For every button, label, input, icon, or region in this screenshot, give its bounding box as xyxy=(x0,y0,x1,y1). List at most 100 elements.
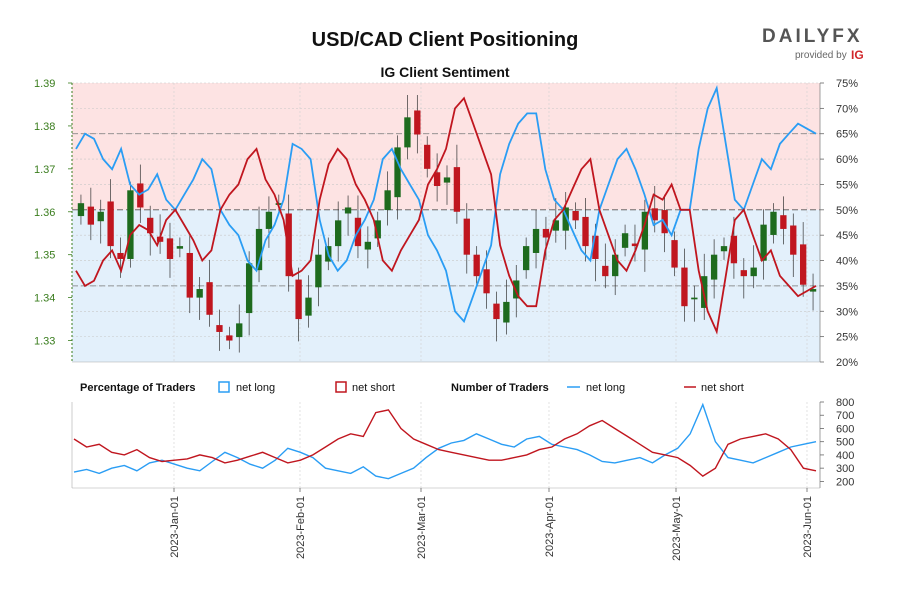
candle-body xyxy=(592,235,599,259)
x-tick-label: 2023-Jun-01 xyxy=(802,496,814,558)
series-net-short-pct xyxy=(75,96,817,335)
candle-body xyxy=(651,208,658,221)
right-tick-label: 70% xyxy=(836,103,858,115)
candle-body xyxy=(285,213,292,277)
logo-brand: IG xyxy=(851,48,864,62)
legend-pct-long-label: net long xyxy=(236,382,275,394)
x-tick-label: 2023-Mar-01 xyxy=(416,496,428,559)
dailyfx-logo: DAILYFX provided by IG xyxy=(762,26,864,62)
x-tick-label: 2023-Feb-01 xyxy=(295,496,307,559)
legend-pct-heading: Percentage of Traders xyxy=(80,382,196,394)
candle-body xyxy=(404,117,411,148)
lower-right-tick-label: 600 xyxy=(836,423,854,435)
candle-body xyxy=(612,254,619,277)
candle-body xyxy=(196,289,203,298)
left-tick-label: 1.33 xyxy=(34,336,55,348)
right-tick-label: 40% xyxy=(836,256,858,268)
candle-body xyxy=(740,270,747,277)
chart-subtitle: IG Client Sentiment xyxy=(380,64,509,80)
right-tick-label: 60% xyxy=(836,154,858,166)
candle-body xyxy=(147,217,154,234)
right-tick-label: 20% xyxy=(836,357,858,369)
candle-body xyxy=(483,269,490,294)
lower-right-tick-label: 800 xyxy=(836,397,854,409)
candle-body xyxy=(315,254,322,288)
candle-body xyxy=(137,183,144,208)
candle-body xyxy=(206,282,213,315)
x-tick-label: 2023-Jan-01 xyxy=(169,496,181,558)
series-net-long-count xyxy=(73,402,817,480)
left-tick-label: 1.36 xyxy=(34,207,55,219)
candle-body xyxy=(364,241,372,250)
candle-body xyxy=(780,215,787,229)
logo-provided-by: provided by xyxy=(795,50,847,61)
candle-body xyxy=(770,211,777,235)
legend: Percentage of Traders net long net short… xyxy=(80,381,744,394)
legend-num-long-label: net long xyxy=(586,382,625,394)
upper-panel: 1.33 1.34 1.35 1.36 1.37 1.38 1.39 20% 25% 30% 35%… xyxy=(34,78,858,369)
candle-body xyxy=(236,323,243,338)
legend-pct-short-swatch xyxy=(335,381,347,393)
right-tick-label: 65% xyxy=(836,129,858,141)
candle-body xyxy=(621,233,629,248)
right-tick-label: 25% xyxy=(836,332,858,344)
candle-body xyxy=(245,263,253,314)
lower-right-tick-label: 300 xyxy=(836,463,854,475)
candle-body xyxy=(710,254,718,280)
lower-right-tick-label: 200 xyxy=(836,476,854,488)
candle-body xyxy=(522,246,530,271)
candle-body xyxy=(255,228,263,271)
candle-body xyxy=(384,190,391,211)
candle-body xyxy=(295,279,302,320)
candle-body xyxy=(374,220,381,239)
candle-body xyxy=(493,303,500,320)
candle-body xyxy=(641,211,649,250)
left-tick-label: 1.35 xyxy=(34,250,55,262)
lower-right-tick-label: 500 xyxy=(836,437,854,449)
candle-body xyxy=(414,110,421,135)
legend-num-heading: Number of Traders xyxy=(451,382,549,394)
candle-body xyxy=(107,201,114,247)
candle-body xyxy=(691,297,698,300)
right-tick-label: 50% xyxy=(836,205,858,217)
candle-body xyxy=(77,203,85,217)
candle-body xyxy=(463,218,470,255)
candle-body xyxy=(305,297,312,316)
candle-body xyxy=(87,206,95,225)
lower-right-tick-label: 700 xyxy=(836,410,854,422)
candle-body xyxy=(226,335,233,341)
candle-body xyxy=(424,144,431,169)
candle-body xyxy=(542,228,550,238)
candle-body xyxy=(166,238,174,259)
left-tick-label: 1.37 xyxy=(34,164,55,176)
candle-body xyxy=(443,177,451,183)
legend-pct-long-swatch xyxy=(218,381,230,393)
legend-pct-short-label: net short xyxy=(352,382,395,394)
candle-body xyxy=(127,190,134,259)
candle-body xyxy=(809,289,817,292)
candle-body xyxy=(562,207,569,231)
chart-title: USD/CAD Client Positioning xyxy=(312,29,579,51)
left-tick-label: 1.38 xyxy=(34,121,55,133)
candle-body xyxy=(730,235,738,264)
candle-body xyxy=(552,220,559,231)
x-tick-label: 2023-May-01 xyxy=(671,496,683,561)
candle-body xyxy=(799,244,807,285)
right-tick-label: 35% xyxy=(836,281,858,293)
candle-body xyxy=(97,211,104,222)
series-net-long-pct xyxy=(75,84,817,324)
candle-body xyxy=(513,280,520,299)
candle-body xyxy=(216,325,223,332)
series-net-short-count xyxy=(73,409,817,477)
candle-body xyxy=(265,211,273,229)
left-tick-label: 1.39 xyxy=(34,78,55,90)
candle-body xyxy=(582,216,589,247)
right-tick-label: 55% xyxy=(836,179,858,191)
candle-body xyxy=(572,210,579,221)
candle-body xyxy=(760,224,767,261)
candle-body xyxy=(681,267,688,307)
candle-body xyxy=(117,252,124,259)
logo-text: DAILYFX xyxy=(762,26,863,47)
